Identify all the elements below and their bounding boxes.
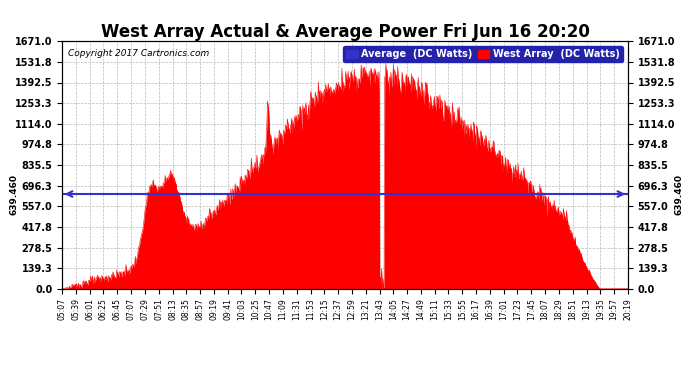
Text: Copyright 2017 Cartronics.com: Copyright 2017 Cartronics.com — [68, 49, 209, 58]
Text: 639.460: 639.460 — [10, 174, 19, 214]
Title: West Array Actual & Average Power Fri Jun 16 20:20: West Array Actual & Average Power Fri Ju… — [101, 23, 589, 41]
Legend: Average  (DC Watts), West Array  (DC Watts): Average (DC Watts), West Array (DC Watts… — [343, 46, 623, 62]
Text: 639.460: 639.460 — [674, 174, 683, 214]
